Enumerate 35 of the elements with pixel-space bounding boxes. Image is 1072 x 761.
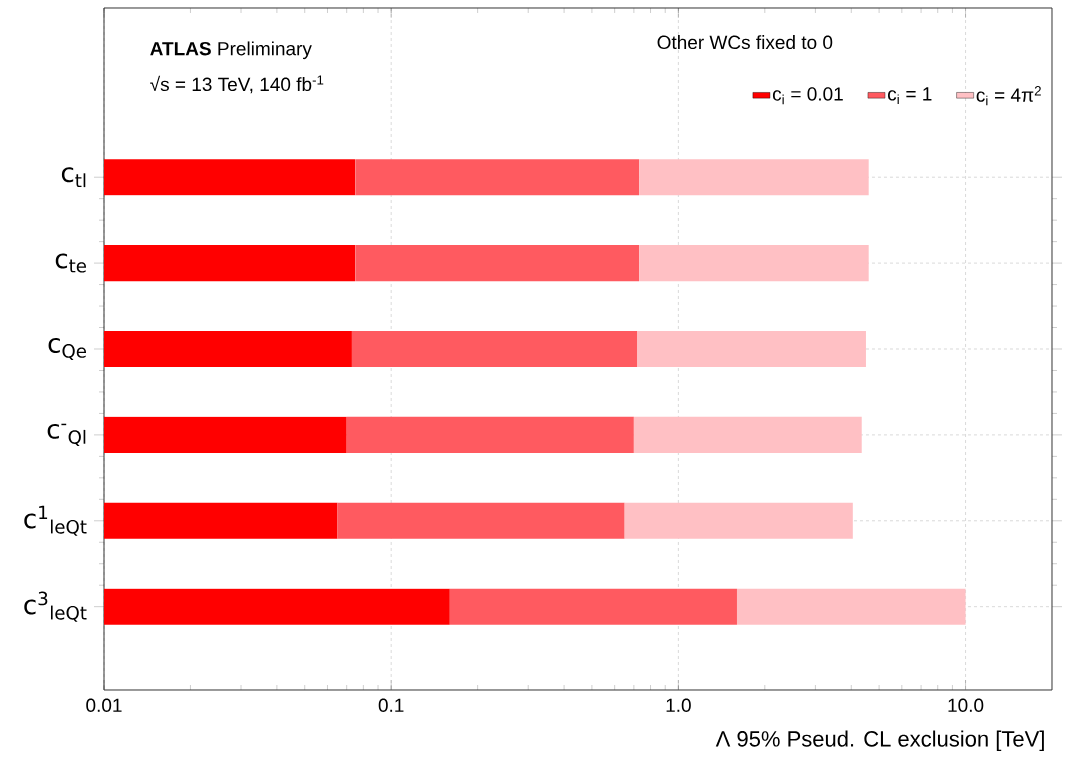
x-tick-label: 10.0	[948, 698, 984, 712]
y-tick-label: c$_{tl}$	[61, 167, 86, 188]
bar	[637, 330, 866, 368]
x-tick-label: 0.1	[378, 698, 404, 712]
bar	[104, 502, 338, 539]
x-tick-label: 1.0	[666, 698, 691, 712]
y-tick-label: c$_{te}$	[55, 253, 86, 273]
legend-label: c$_{i}$ = 4π$^{2}$	[976, 86, 1041, 106]
bar	[351, 330, 638, 368]
x-tick-label: 0.01	[86, 698, 122, 712]
bar	[355, 159, 640, 196]
text: √s = 13 TeV, 140 fb$^{-1}$	[150, 75, 324, 94]
bar	[639, 245, 869, 282]
bar	[449, 588, 737, 625]
y-tick-label: c$^{1}$leQt	[24, 505, 87, 536]
bar	[736, 588, 966, 625]
bar	[104, 245, 356, 282]
x-axis-title: Λ 95% Pseud. CL exclusion [TeV]	[715, 730, 1044, 752]
bar	[104, 330, 352, 368]
y-tick-label: c$^{-}$Ql	[47, 423, 86, 447]
bar	[355, 245, 640, 282]
legend-title: Other WCs fixed to 0	[657, 35, 833, 50]
legend-label: c$_{i}$ = 0.01	[772, 87, 843, 105]
bar	[104, 416, 347, 453]
bar	[337, 502, 625, 539]
bar	[104, 588, 450, 625]
bar	[624, 502, 853, 539]
bar	[104, 159, 356, 196]
bar	[633, 416, 862, 453]
bar	[639, 159, 869, 196]
text: ATLAS Preliminary	[150, 41, 312, 60]
y-tick-label: c$^{3}$leQt	[24, 591, 87, 622]
legend-label: c$_{i}$ = 1	[888, 87, 932, 105]
y-tick-label: c$_{Qe}$	[48, 338, 86, 360]
bar	[346, 416, 634, 453]
